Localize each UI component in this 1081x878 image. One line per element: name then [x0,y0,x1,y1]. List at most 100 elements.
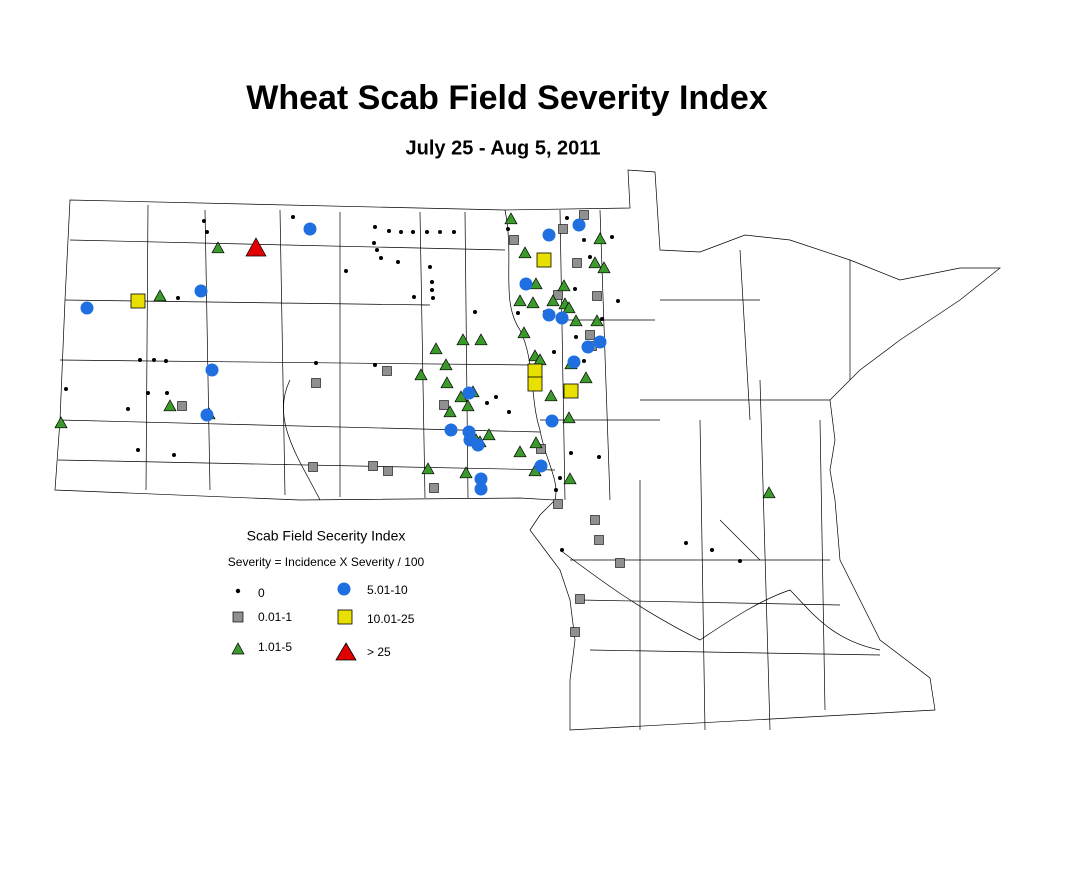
field-marker [421,462,435,475]
field-marker [579,371,593,384]
field-marker [581,340,595,354]
field-marker [431,296,435,300]
field-marker [562,301,576,314]
legend-symbol [232,611,244,623]
field-marker [387,229,391,233]
field-marker [138,358,142,362]
field-marker [593,335,607,349]
field-marker [399,230,403,234]
field-marker [560,548,564,552]
field-marker [588,256,602,269]
field-marker [473,310,477,314]
field-marker [245,237,267,257]
field-marker [344,269,348,273]
field-marker [562,411,576,424]
field-marker [54,416,68,429]
field-marker [554,488,558,492]
field-marker [373,225,377,229]
field-marker [164,359,168,363]
field-marker [545,414,559,428]
field-marker [615,558,625,568]
field-marker [474,333,488,346]
field-marker [130,293,146,309]
field-marker [439,400,449,410]
field-marker [414,368,428,381]
field-marker [558,476,562,480]
field-marker [368,461,378,471]
field-marker [557,279,571,292]
field-marker [146,391,150,395]
field-marker [200,408,214,422]
field-marker [546,294,560,307]
title: Wheat Scab Field Severity Index [246,79,768,117]
field-marker [126,407,130,411]
field-marker [428,265,432,269]
legend-label: 0.01-1 [258,610,292,624]
field-marker [563,472,577,485]
field-marker [452,230,456,234]
field-marker [582,238,586,242]
field-marker [570,627,580,637]
field-marker [172,453,176,457]
field-marker [429,483,439,493]
legend-label: 0 [258,586,265,600]
field-marker [439,358,453,371]
field-marker [572,258,582,268]
field-marker [383,466,393,476]
field-marker [456,333,470,346]
field-marker [684,541,688,545]
field-marker [517,326,531,339]
field-marker [563,383,579,399]
field-marker [552,350,556,354]
field-marker [558,224,568,234]
legend-symbol [335,642,357,661]
field-marker [555,311,569,325]
field-marker [579,210,589,220]
legend-title: Scab Field Secerity Index [247,528,406,544]
field-marker [177,401,187,411]
field-marker [494,395,498,399]
field-marker [373,363,377,367]
field-marker [506,227,510,231]
field-marker [553,499,563,509]
field-marker [590,314,604,327]
legend-symbol [235,588,241,594]
subtitle: July 25 - Aug 5, 2011 [406,137,601,159]
field-marker [574,335,578,339]
field-marker [202,219,206,223]
field-marker [542,308,556,322]
field-marker [443,405,457,418]
field-marker [430,280,434,284]
legend: Scab Field Secerity Index Severity = Inc… [228,528,425,661]
field-marker [573,287,577,291]
field-marker [471,438,485,452]
field-marker [582,359,586,363]
field-marker [513,294,527,307]
field-marker [412,295,416,299]
field-marker [507,410,511,414]
legend-label: 10.01-25 [367,612,415,626]
field-marker [411,230,415,234]
legend-formula: Severity = Incidence X Severity / 100 [228,555,425,569]
field-marker [592,291,602,301]
field-marker [569,314,583,327]
field-marker [382,366,392,376]
field-marker [590,515,600,525]
legend-label: 1.01-5 [258,640,292,654]
field-marker [136,448,140,452]
legend-symbol [337,609,353,625]
field-marker [80,301,94,315]
field-marker [462,386,476,400]
field-marker [594,535,604,545]
field-marker [153,289,167,302]
field-marker [474,482,488,496]
field-marker [459,466,473,479]
field-marker [527,363,543,379]
field-marker [572,218,586,232]
field-marker [710,548,714,552]
field-marker [314,361,318,365]
field-marker [529,277,543,290]
field-marker [567,355,581,369]
